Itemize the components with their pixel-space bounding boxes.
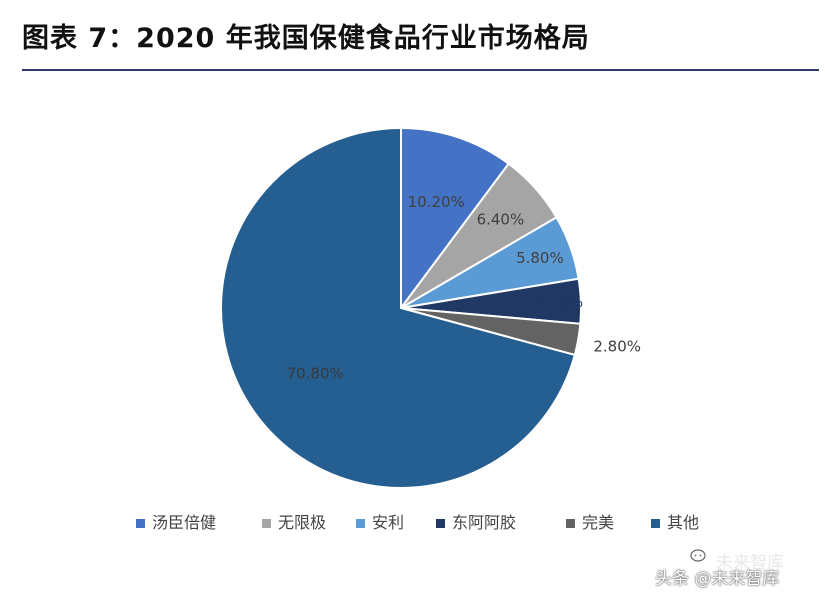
slice-data-label: 10.20% — [408, 193, 465, 211]
slice-data-label: 4.00% — [535, 293, 583, 311]
legend-swatch — [356, 519, 365, 528]
legend: 汤臣倍健 无限极 安利 东阿阿胶 完美 其他 — [136, 513, 699, 532]
page-title: 图表 7：2020 年我国保健食品行业市场格局 — [22, 23, 590, 54]
slice-labels: 10.20% 6.40% 5.80% 4.00% 2.80% 70.80% — [287, 193, 641, 383]
chat-bubble-icon — [690, 549, 706, 562]
legend-entry: 无限极 — [278, 513, 326, 532]
legend-entry: 汤臣倍健 — [152, 513, 216, 532]
pie-slices — [220, 126, 582, 489]
legend-swatch — [436, 519, 445, 528]
pie-slice — [220, 126, 576, 489]
slice-data-label: 6.40% — [477, 210, 525, 228]
legend-swatch — [136, 519, 145, 528]
legend-entry: 其他 — [667, 513, 699, 532]
legend-swatch — [566, 519, 575, 528]
legend-entry: 东阿阿胶 — [452, 513, 516, 532]
legend-swatch — [651, 519, 660, 528]
pie-slice — [400, 126, 511, 312]
slice-data-label: 5.80% — [516, 249, 564, 267]
title-divider — [22, 69, 819, 71]
legend-swatch — [262, 519, 271, 528]
slice-data-label: 70.80% — [287, 365, 344, 383]
legend-entry: 完美 — [582, 513, 614, 532]
watermark-source: 头条 @未来智库 — [655, 569, 780, 589]
legend-entry: 安利 — [372, 513, 404, 532]
slice-data-label: 2.80% — [593, 337, 641, 355]
watermark-brand: 未来智库 — [716, 553, 784, 573]
